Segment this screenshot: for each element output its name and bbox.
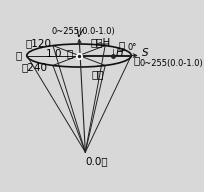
Text: 0~255(0.0-1.0): 0~255(0.0-1.0) bbox=[139, 59, 202, 68]
Text: S: S bbox=[141, 48, 148, 58]
Text: 0~255(0.0-1.0): 0~255(0.0-1.0) bbox=[51, 27, 115, 36]
Text: 1.0: 1.0 bbox=[46, 49, 62, 59]
Text: 青: 青 bbox=[15, 50, 21, 60]
Text: 白: 白 bbox=[66, 48, 72, 58]
Text: 色调H: 色调H bbox=[90, 37, 110, 47]
Text: 品红: 品红 bbox=[91, 69, 103, 79]
Text: 绿120: 绿120 bbox=[25, 39, 51, 49]
Text: 0.0黑: 0.0黑 bbox=[85, 156, 108, 166]
Text: V: V bbox=[75, 29, 82, 39]
Text: 红: 红 bbox=[133, 55, 140, 65]
Text: H: H bbox=[115, 48, 123, 58]
Text: 黄: 黄 bbox=[118, 40, 124, 50]
Text: 0°: 0° bbox=[127, 43, 136, 52]
Text: 蓝240: 蓝240 bbox=[22, 62, 48, 72]
